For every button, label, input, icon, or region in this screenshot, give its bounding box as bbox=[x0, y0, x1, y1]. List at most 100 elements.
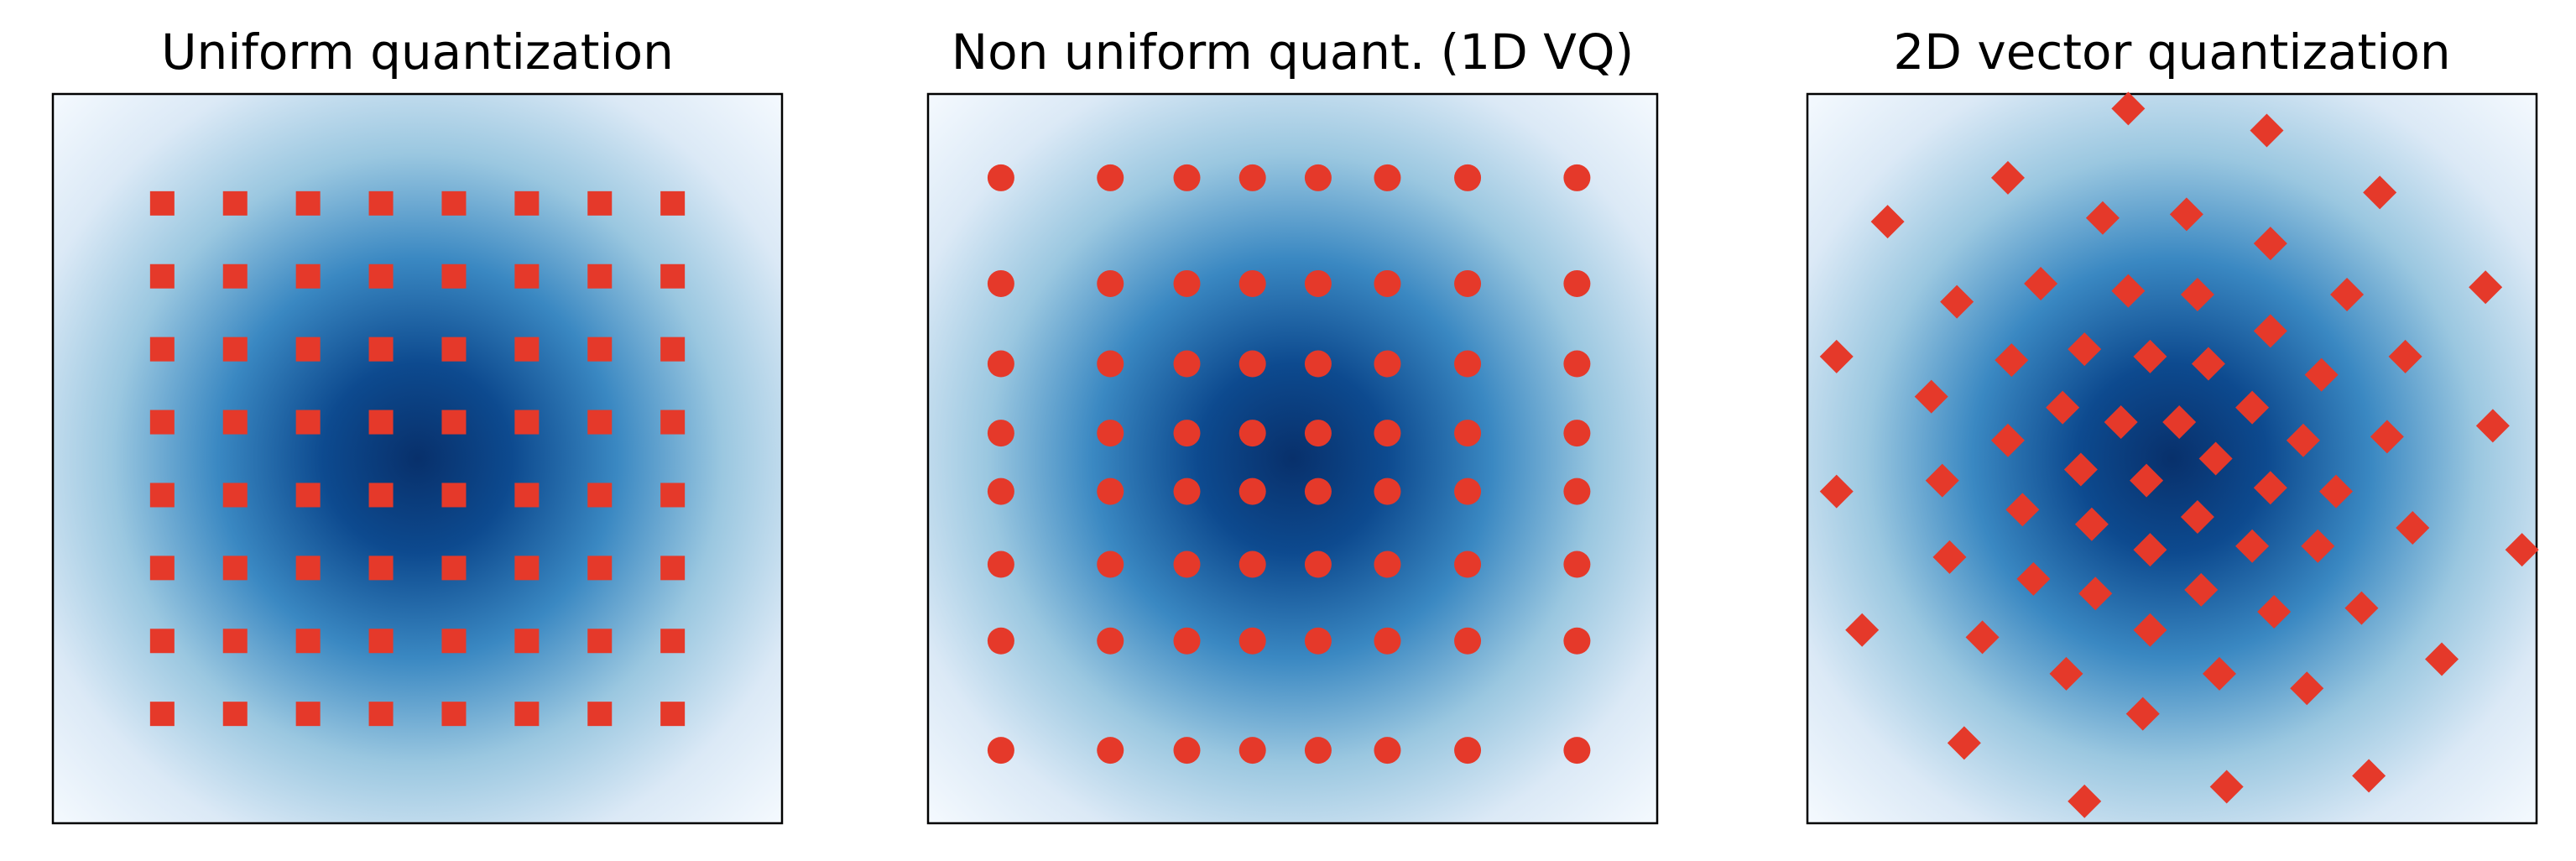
marker bbox=[222, 629, 248, 654]
marker bbox=[2388, 339, 2422, 373]
marker bbox=[1173, 737, 1201, 764]
marker bbox=[2209, 770, 2244, 804]
marker bbox=[1454, 627, 1482, 655]
marker bbox=[1563, 477, 1591, 505]
marker bbox=[149, 190, 175, 216]
marker bbox=[2253, 471, 2287, 505]
marker bbox=[2133, 533, 2167, 567]
marker bbox=[368, 483, 394, 508]
marker bbox=[1563, 737, 1591, 764]
marker bbox=[1995, 343, 2029, 378]
marker bbox=[295, 483, 321, 508]
marker bbox=[987, 350, 1014, 378]
marker bbox=[1563, 350, 1591, 378]
marker bbox=[2169, 197, 2203, 232]
marker bbox=[1454, 737, 1482, 764]
marker bbox=[1238, 420, 1266, 447]
marker bbox=[368, 190, 394, 216]
marker bbox=[1563, 551, 1591, 578]
panel-title: Non uniform quant. (1D VQ) bbox=[952, 23, 1634, 81]
marker bbox=[2202, 656, 2236, 691]
marker bbox=[2253, 227, 2287, 261]
marker bbox=[2257, 594, 2292, 629]
marker bbox=[587, 264, 613, 289]
marker bbox=[2111, 274, 2146, 308]
marker bbox=[2046, 390, 2080, 425]
marker bbox=[1097, 164, 1124, 191]
marker bbox=[1173, 350, 1201, 378]
marker bbox=[368, 264, 394, 289]
marker bbox=[1563, 164, 1591, 191]
marker bbox=[2024, 266, 2058, 300]
marker bbox=[2125, 697, 2160, 731]
marker bbox=[1965, 620, 2000, 655]
marker bbox=[1304, 737, 1332, 764]
marker bbox=[1454, 420, 1482, 447]
marker bbox=[660, 629, 686, 654]
marker bbox=[1238, 627, 1266, 655]
marker bbox=[2184, 572, 2219, 607]
marker bbox=[1454, 551, 1482, 578]
marker bbox=[1304, 627, 1332, 655]
marker bbox=[2363, 175, 2397, 210]
marker bbox=[1932, 540, 1967, 574]
marker bbox=[1374, 551, 1401, 578]
marker bbox=[1304, 269, 1332, 297]
marker bbox=[2130, 463, 2164, 498]
marker bbox=[514, 629, 540, 654]
marker bbox=[149, 483, 175, 508]
marker bbox=[1454, 350, 1482, 378]
panel-title: 2D vector quantization bbox=[1893, 23, 2450, 81]
marker bbox=[660, 483, 686, 508]
marker bbox=[222, 483, 248, 508]
marker bbox=[368, 702, 394, 727]
marker bbox=[441, 264, 467, 289]
marker bbox=[1173, 627, 1201, 655]
marker bbox=[222, 264, 248, 289]
marker bbox=[2133, 339, 2167, 373]
marker bbox=[149, 629, 175, 654]
marker bbox=[987, 420, 1014, 447]
marker bbox=[2370, 420, 2404, 454]
marker bbox=[1940, 284, 1974, 319]
marker bbox=[368, 556, 394, 581]
marker bbox=[2253, 314, 2287, 348]
panel: Non uniform quant. (1D VQ) bbox=[926, 23, 1659, 825]
marker bbox=[149, 702, 175, 727]
marker bbox=[2475, 409, 2510, 443]
marker bbox=[1304, 420, 1332, 447]
marker bbox=[1238, 164, 1266, 191]
marker bbox=[2068, 332, 2102, 367]
marker bbox=[1173, 477, 1201, 505]
marker bbox=[1563, 269, 1591, 297]
marker bbox=[2180, 500, 2214, 535]
marker bbox=[368, 410, 394, 435]
marker bbox=[1173, 269, 1201, 297]
marker bbox=[2068, 784, 2102, 818]
marker bbox=[514, 556, 540, 581]
marker bbox=[2330, 277, 2365, 311]
marker bbox=[222, 702, 248, 727]
marker bbox=[2286, 423, 2320, 457]
marker bbox=[2074, 507, 2109, 541]
marker bbox=[1374, 420, 1401, 447]
marker bbox=[660, 410, 686, 435]
marker bbox=[2235, 390, 2270, 425]
marker bbox=[441, 190, 467, 216]
marker bbox=[514, 190, 540, 216]
marker bbox=[1845, 613, 1880, 647]
marker bbox=[1238, 269, 1266, 297]
marker bbox=[987, 164, 1014, 191]
marker bbox=[1173, 420, 1201, 447]
marker bbox=[149, 264, 175, 289]
panel-title: Uniform quantization bbox=[161, 23, 674, 81]
marker bbox=[2290, 671, 2324, 706]
marker bbox=[987, 269, 1014, 297]
marker bbox=[987, 477, 1014, 505]
marker bbox=[660, 702, 686, 727]
marker bbox=[1819, 339, 1854, 373]
density-image bbox=[928, 94, 1657, 823]
marker bbox=[441, 410, 467, 435]
marker bbox=[514, 483, 540, 508]
